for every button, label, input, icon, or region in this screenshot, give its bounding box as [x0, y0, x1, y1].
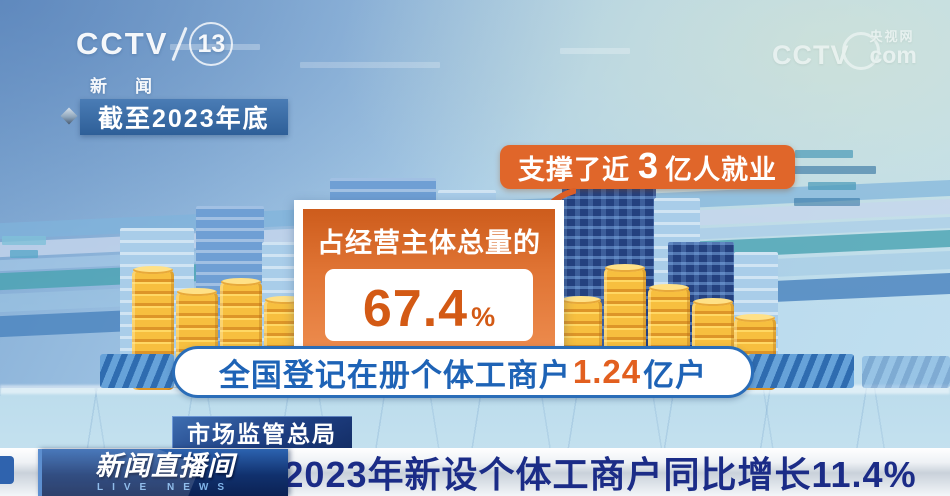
channel-subtitle: 新闻: [90, 77, 180, 96]
diamond-bullet-icon: [60, 107, 78, 125]
railing-hatch-left: [100, 354, 174, 388]
corner-chip: [0, 456, 14, 484]
employment-bubble: 支撑了近 3 亿人就业: [500, 145, 796, 189]
cctv-com-watermark: CCTV 央视网 com: [772, 30, 917, 71]
program-badge: 新闻直播间 LIVE NEWS: [38, 449, 288, 496]
date-badge: 截至2023年底: [80, 99, 288, 135]
pixel-decor: [2, 236, 46, 245]
pill-text-pre: 全国登记在册个体工商户: [218, 357, 571, 393]
pixel-decor: [300, 62, 440, 68]
watermark-site-text: 央视网: [869, 29, 915, 44]
watermark-cctv-text: CCTV: [772, 40, 850, 70]
program-subtitle: LIVE NEWS: [96, 481, 233, 493]
cctv13-logo-text: CCTV: [76, 26, 169, 61]
watermark-com-text: com: [869, 42, 917, 68]
railing-hatch-right: [748, 354, 854, 388]
pixel-decor: [808, 182, 856, 190]
stat-value: 67.4: [362, 280, 469, 338]
railing-hatch-far-right: [862, 356, 950, 388]
program-name: 新闻直播间: [95, 450, 235, 481]
stat-unit: %: [471, 302, 496, 333]
bubble-number: 3: [638, 145, 660, 186]
watermark-ring-icon: [841, 32, 880, 70]
pixel-decor: [794, 198, 860, 206]
stat-value-box: 67.4 %: [325, 269, 533, 341]
stat-card-label: 占经营主体总量的: [317, 228, 541, 258]
bubble-text-pre: 支撑了近: [518, 154, 630, 185]
pill-text-post: 亿户: [643, 357, 708, 393]
headline-text: 2023年新设个体工商户同比增长11.4%: [283, 454, 917, 495]
pixel-decor: [560, 48, 630, 54]
source-badge: 市场监管总局: [172, 416, 352, 448]
pixel-decor: [10, 250, 38, 258]
bubble-text-post: 亿人就业: [665, 154, 778, 185]
pixel-decor: [788, 166, 876, 174]
pixel-decor: [795, 150, 853, 158]
registered-households-pill: 全国登记在册个体工商户 1.24 亿户: [172, 346, 754, 398]
cctv13-logo: CCTV 13 新闻: [76, 22, 234, 97]
logo-slash: [171, 26, 189, 62]
pill-number: 1.24: [572, 353, 642, 390]
stat-card: 占经营主体总量的 67.4 %: [294, 200, 564, 356]
channel-number: 13: [189, 22, 234, 66]
